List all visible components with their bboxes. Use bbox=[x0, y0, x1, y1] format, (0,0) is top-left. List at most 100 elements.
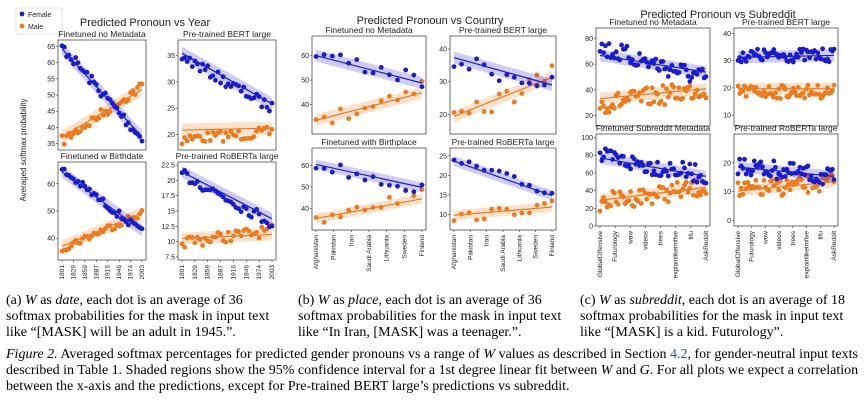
data-point bbox=[831, 82, 837, 88]
data-point bbox=[534, 188, 540, 194]
data-point bbox=[651, 168, 657, 174]
data-point bbox=[466, 110, 472, 116]
data-point bbox=[195, 179, 200, 184]
data-point bbox=[751, 158, 757, 164]
data-point bbox=[338, 106, 343, 112]
data-point bbox=[644, 196, 650, 202]
data-point bbox=[549, 74, 555, 80]
x-tick-label-left: Finland bbox=[419, 235, 426, 257]
data-point bbox=[179, 241, 185, 246]
data-point bbox=[637, 187, 642, 193]
x-tick-label-right: 1801 bbox=[179, 265, 186, 280]
section-link[interactable]: 4.2 bbox=[670, 347, 688, 362]
data-point bbox=[665, 73, 671, 79]
data-point bbox=[805, 163, 811, 169]
y-tick-label: 60 bbox=[301, 163, 309, 170]
data-point bbox=[519, 181, 525, 187]
data-point bbox=[489, 109, 495, 115]
data-point bbox=[519, 91, 525, 96]
data-point bbox=[200, 243, 205, 248]
data-point bbox=[626, 198, 632, 203]
data-point bbox=[799, 177, 804, 183]
data-point bbox=[665, 199, 671, 205]
data-point bbox=[599, 41, 605, 47]
x-tick-label-left: tifu bbox=[688, 231, 695, 240]
caption-b: (b) W as place, each dot is an average o… bbox=[298, 293, 562, 340]
data-point bbox=[223, 239, 229, 245]
data-point bbox=[321, 52, 327, 58]
data-point bbox=[769, 168, 775, 173]
x-tick-label-right: Saudi Arabia bbox=[500, 235, 507, 272]
data-point bbox=[549, 63, 555, 69]
data-point bbox=[519, 80, 525, 86]
data-point bbox=[451, 157, 457, 163]
y-tick-label: 80 bbox=[585, 153, 593, 160]
data-point bbox=[241, 84, 247, 90]
data-point bbox=[682, 62, 687, 68]
y-tick-label: 40 bbox=[47, 236, 55, 243]
data-point bbox=[599, 199, 605, 204]
y-tick-label: 20 bbox=[723, 160, 731, 167]
data-point bbox=[100, 112, 106, 118]
data-point bbox=[820, 46, 826, 52]
y-tick-label: 30 bbox=[723, 58, 731, 65]
data-point bbox=[606, 41, 612, 47]
x-tick-label-right: 1859 bbox=[205, 265, 212, 280]
data-point bbox=[511, 212, 517, 218]
data-point bbox=[549, 190, 555, 196]
data-point bbox=[496, 78, 502, 84]
data-point bbox=[599, 99, 605, 105]
data-point bbox=[673, 189, 678, 195]
subplot bbox=[448, 35, 557, 135]
data-point bbox=[184, 138, 190, 144]
y-tick-label: 100 bbox=[581, 135, 593, 142]
data-point bbox=[459, 161, 464, 166]
data-point bbox=[251, 134, 257, 139]
data-point bbox=[644, 59, 650, 65]
data-point bbox=[116, 110, 122, 116]
data-point bbox=[805, 82, 811, 88]
data-point bbox=[189, 235, 195, 240]
data-point bbox=[776, 86, 782, 92]
data-point bbox=[121, 112, 127, 118]
data-point bbox=[689, 75, 695, 80]
data-point bbox=[825, 85, 830, 91]
caption-c: (c) W as subreddit, each dot is an avera… bbox=[580, 293, 846, 340]
data-point bbox=[182, 135, 187, 141]
data-point bbox=[504, 171, 510, 176]
data-point bbox=[680, 95, 686, 101]
data-point bbox=[269, 100, 275, 106]
data-point bbox=[676, 69, 682, 75]
data-point bbox=[130, 88, 136, 94]
data-point bbox=[87, 186, 92, 192]
data-point bbox=[259, 104, 265, 110]
data-point bbox=[459, 109, 464, 114]
data-point bbox=[264, 220, 270, 226]
subplot bbox=[56, 39, 147, 151]
x-tick-label-left: AskReddit bbox=[703, 231, 710, 261]
y-tick-label: 50 bbox=[47, 209, 55, 216]
data-point bbox=[96, 115, 101, 121]
y-tick-label: 40 bbox=[301, 206, 309, 213]
fit-line bbox=[453, 76, 553, 117]
x-tick-label-right: 1946 bbox=[243, 265, 250, 280]
data-point bbox=[815, 83, 821, 88]
data-point bbox=[100, 196, 106, 202]
data-point bbox=[205, 63, 211, 69]
subplot-title: Finetuned no Metadata bbox=[325, 25, 413, 35]
data-point bbox=[678, 194, 684, 200]
data-point bbox=[87, 236, 92, 242]
x-tick-label-left: Futurology bbox=[612, 230, 619, 261]
data-point bbox=[756, 185, 762, 190]
y-tick-label: 20 bbox=[585, 113, 593, 120]
data-point bbox=[200, 61, 205, 67]
data-point bbox=[660, 83, 666, 88]
x-tick-label-left: 1801 bbox=[59, 265, 66, 280]
data-point bbox=[667, 160, 673, 166]
data-point bbox=[526, 182, 532, 188]
legend-male-marker bbox=[19, 23, 25, 29]
data-point bbox=[808, 173, 814, 179]
data-point bbox=[664, 65, 669, 71]
data-point bbox=[107, 109, 113, 114]
data-point bbox=[362, 105, 368, 111]
